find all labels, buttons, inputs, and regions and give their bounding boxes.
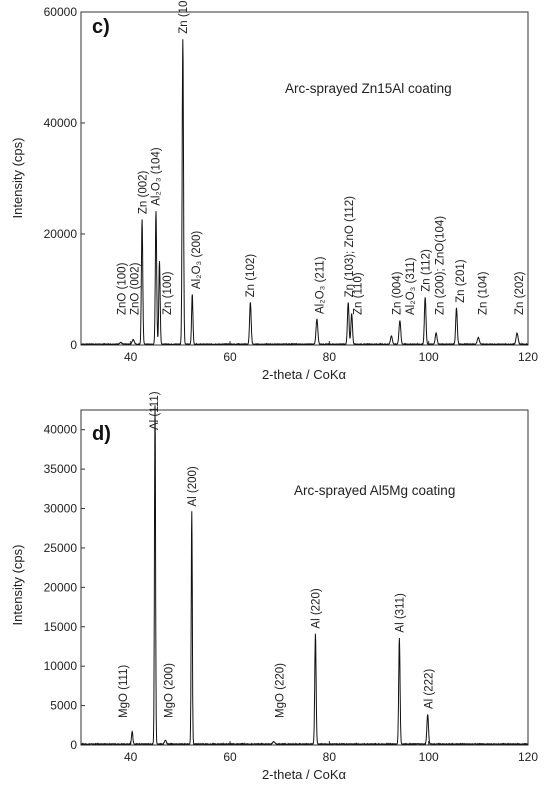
diffraction-trace: [80, 39, 529, 346]
y-axis-label: Intensity (cps): [10, 545, 25, 626]
x-tick-label: 120: [518, 750, 538, 764]
peak-annotation: Zn (112): [421, 249, 433, 292]
x-axis-ticks: 40 60 80 100 120: [124, 341, 538, 364]
peak-annotation: Zn (101): [178, 0, 190, 34]
peak-annotation: Al₂O₃ (200): [191, 231, 203, 290]
chart-title: Arc-sprayed Al5Mg coating: [294, 483, 455, 498]
peak-annotation: Zn (104): [477, 271, 489, 315]
x-tick-label: 60: [223, 350, 237, 364]
x-tick-label: 120: [518, 350, 538, 364]
x-tick-label: 80: [323, 750, 337, 764]
peak-annotations: ZnO (100) ZnO (002) Zn (002) Al₂O₃ (104) Zn …: [117, 0, 526, 315]
peak-annotation: Al (222): [424, 669, 436, 709]
y-tick-label: 0: [70, 338, 77, 352]
peak-annotations: MgO (111) Al (111) MgO (200) Al (200) MgO (2…: [118, 391, 436, 718]
peak-annotation: Al (311): [394, 593, 406, 633]
x-tick-label: 40: [124, 750, 138, 764]
peak-annotation: Zn (200); ZnO(104): [435, 216, 447, 315]
peak-annotation: Al₂O₃ (311): [405, 257, 417, 315]
y-axis-ticks: 0 20000 40000 60000: [44, 5, 85, 352]
y-tick-label: 20000: [44, 227, 78, 241]
y-tick-label: 0: [70, 738, 77, 752]
peak-annotation: Al₂O₃ (104): [151, 147, 163, 206]
peak-annotation: Zn (202): [514, 271, 526, 315]
y-tick-label: 15000: [44, 620, 78, 634]
y-tick-label: 60000: [44, 5, 78, 19]
x-tick-label: 40: [124, 350, 138, 364]
y-tick-label: 25000: [44, 541, 78, 555]
peak-annotation: Zn (100): [162, 271, 174, 315]
x-axis-label: 2-theta / CoKα: [262, 367, 347, 382]
peak-annotation: Zn (002): [138, 170, 150, 214]
peak-annotation: Al (220): [310, 588, 322, 628]
peak-annotation: Al₂O₃ (211): [314, 256, 326, 314]
plot-frame: [80, 11, 529, 346]
peak-annotation: Zn (201): [455, 259, 467, 303]
peak-annotation: MgO (200): [163, 663, 175, 718]
peak-annotation: ZnO (100): [117, 262, 129, 315]
peak-annotation: Al (111): [149, 391, 161, 430]
panel-label: d): [92, 423, 111, 445]
panel-d: 0 5000 10000 15000 20000 25000 30000 35000 40000…: [10, 391, 538, 782]
diffraction-trace: [80, 405, 529, 746]
x-tick-label: 60: [223, 750, 237, 764]
y-tick-label: 5000: [50, 699, 77, 713]
y-tick-label: 40000: [44, 116, 78, 130]
x-tick-label: 100: [419, 350, 439, 364]
peak-annotation: Zn (103); ZnO (112): [344, 196, 356, 298]
peak-annotation: ZnO (002): [130, 262, 142, 315]
peak-annotation: MgO (111): [118, 665, 130, 718]
y-tick-label: 20000: [44, 580, 78, 594]
x-axis-label: 2-theta / CoKα: [262, 767, 347, 782]
peak-annotation: Zn (004): [391, 271, 403, 315]
y-tick-label: 10000: [44, 659, 78, 673]
peak-annotation: Al (200): [187, 466, 199, 506]
x-tick-label: 100: [419, 750, 439, 764]
y-tick-label: 30000: [44, 502, 78, 516]
chart-title: Arc-sprayed Zn15Al coating: [285, 81, 452, 96]
plot-frame: [80, 409, 529, 746]
panel-label: c): [92, 16, 110, 38]
y-tick-label: 40000: [44, 423, 78, 437]
peak-annotation: Zn (110): [353, 272, 365, 315]
x-tick-label: 80: [323, 350, 337, 364]
peak-annotation: MgO (220): [275, 663, 287, 718]
x-axis-ticks: 40 60 80 100 120: [124, 741, 538, 764]
peak-annotation: Zn (102): [245, 254, 257, 298]
y-tick-label: 35000: [44, 462, 78, 476]
y-axis-ticks: 0 5000 10000 15000 20000 25000 30000 35000 40000: [44, 423, 85, 752]
y-axis-label: Intensity (cps): [10, 138, 25, 219]
